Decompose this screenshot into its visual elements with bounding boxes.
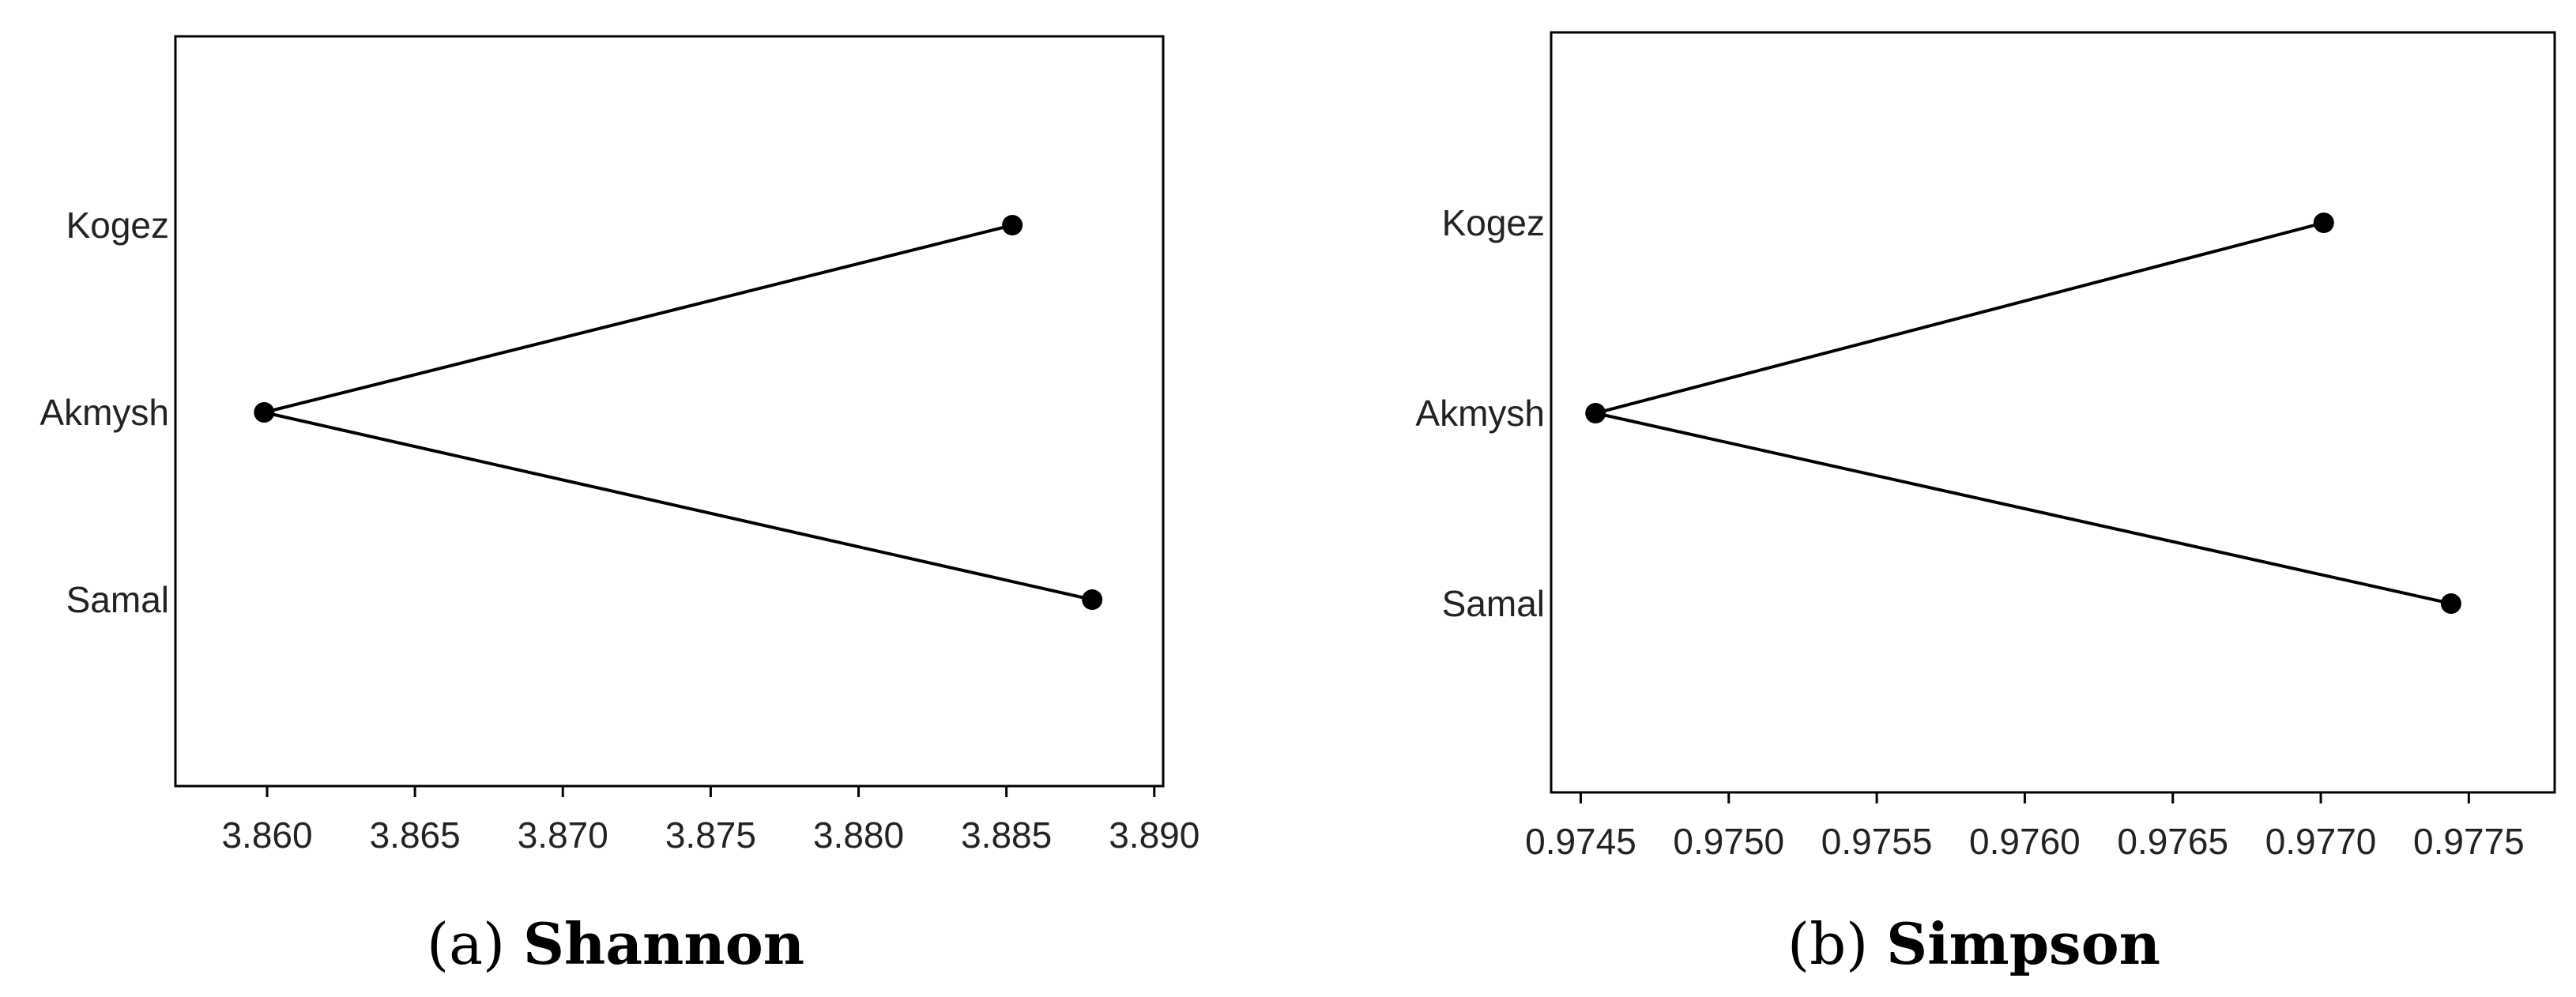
shannon-plot-frame: [174, 35, 1165, 788]
shannon-point-akmysh: [254, 402, 275, 423]
shannon-category-label-samal: Samal: [66, 579, 169, 620]
simpson-x-tick-label: 0.9770: [2265, 821, 2377, 862]
shannon-category-label-akmysh: Akmysh: [40, 392, 169, 433]
shannon-point-kogez: [1002, 215, 1023, 235]
shannon-x-tick-label: 3.885: [961, 815, 1052, 856]
simpson-x-tick-label: 0.9745: [1525, 821, 1636, 862]
simpson-chart: 0.9745 0.9750 0.9755 0.9760 0.9765 0.9770 0.97…: [1415, 31, 2556, 862]
simpson-plot-frame: [1550, 31, 2556, 794]
shannon-series-line: [263, 224, 1093, 601]
simpson-series-line: [1595, 221, 2452, 605]
shannon-x-tick-label: 3.890: [1109, 815, 1199, 856]
simpson-x-tick-label: 0.9755: [1821, 821, 1933, 862]
simpson-x-tick-label: 0.9750: [1673, 821, 1784, 862]
simpson-category-label-samal: Samal: [1442, 583, 1545, 624]
caption-b-label: (b): [1787, 911, 1869, 977]
shannon-point-samal: [1082, 589, 1103, 610]
simpson-point-samal: [2440, 593, 2461, 614]
simpson-category-label-kogez: Kogez: [1442, 202, 1545, 243]
simpson-point-kogez: [2313, 213, 2334, 233]
caption-b-name: Simpson: [1886, 910, 2160, 977]
shannon-chart: 3.860 3.865 3.870 3.875 3.880 3.885 3.890 Kogez…: [40, 35, 1199, 856]
simpson-x-tick-label: 0.9760: [1969, 821, 2081, 862]
shannon-x-tick-label: 3.880: [813, 815, 904, 856]
simpson-x-tick-label: 0.9775: [2413, 821, 2525, 862]
shannon-caption: (a) Shannon: [427, 910, 804, 977]
shannon-category-label-kogez: Kogez: [66, 205, 169, 246]
caption-a-label: (a): [427, 911, 506, 977]
caption-a-name: Shannon: [523, 910, 805, 977]
shannon-x-tick-label: 3.860: [221, 815, 312, 856]
simpson-category-label-akmysh: Akmysh: [1415, 393, 1545, 434]
shannon-x-tick-label: 3.875: [665, 815, 756, 856]
shannon-x-tick-label: 3.865: [370, 815, 461, 856]
simpson-point-akmysh: [1585, 403, 1606, 423]
simpson-x-tick-label: 0.9765: [2117, 821, 2228, 862]
shannon-x-tick-label: 3.870: [518, 815, 608, 856]
simpson-caption: (b) Simpson: [1787, 910, 2160, 977]
